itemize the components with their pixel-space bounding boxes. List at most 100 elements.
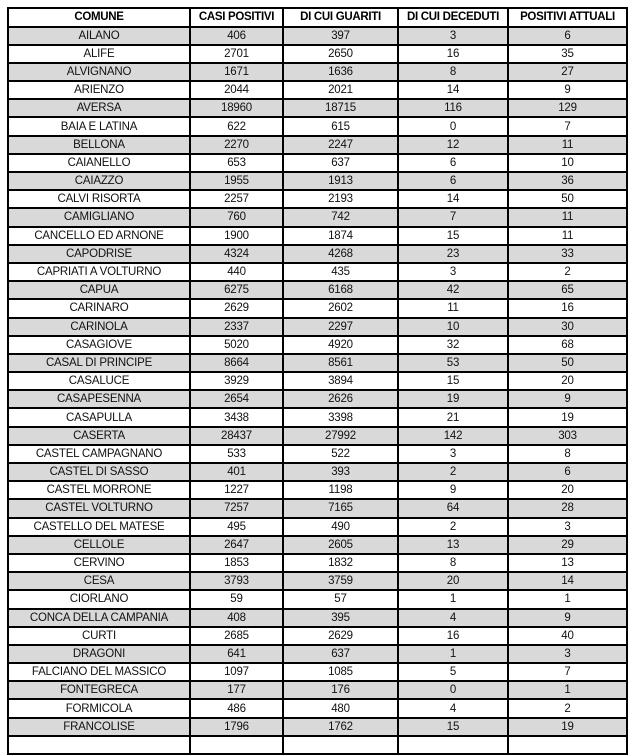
comune-cell: CASTELLO DEL MATESE bbox=[7, 516, 191, 537]
value-cell-di-cui-guariti: 2021 bbox=[282, 80, 399, 101]
value-cell-di-cui-deceduti: 6 bbox=[397, 152, 509, 174]
value-cell-positivi-attuali: 9 bbox=[507, 607, 628, 628]
value-cell-positivi-attuali: 50 bbox=[507, 352, 628, 374]
comune-cell: CARINOLA bbox=[7, 316, 191, 337]
value-cell-positivi-attuali: 36 bbox=[507, 170, 628, 192]
value-cell-di-cui-guariti: 393 bbox=[282, 461, 399, 483]
value-cell-positivi-attuali: 303 bbox=[507, 425, 628, 446]
value-cell-di-cui-deceduti: 11 bbox=[397, 298, 509, 319]
value-cell-casi-positivi: 2337 bbox=[189, 316, 284, 337]
table-row: CAPODRISE 4324 4268 23 33 bbox=[7, 243, 628, 264]
value-cell-casi-positivi: 406 bbox=[189, 25, 284, 46]
value-cell-casi-positivi: 2044 bbox=[189, 80, 284, 101]
value-cell-di-cui-guariti: 3894 bbox=[282, 371, 399, 392]
value-cell-positivi-attuali: 129 bbox=[507, 98, 628, 119]
value-cell-casi-positivi: 1900 bbox=[189, 225, 284, 246]
table-row: CAIANELLO 653 637 6 10 bbox=[7, 152, 628, 174]
table-row: CASTEL MORRONE 1227 1198 9 20 bbox=[7, 480, 628, 501]
value-cell-di-cui-guariti: 1832 bbox=[282, 552, 399, 574]
value-cell-di-cui-guariti: 176 bbox=[282, 680, 399, 701]
value-cell-di-cui-deceduti: 2 bbox=[397, 516, 509, 537]
partial-row bbox=[7, 734, 628, 755]
value-cell-di-cui-guariti: 57 bbox=[282, 589, 399, 610]
column-header-casi-positivi: CASI POSITIVI bbox=[189, 7, 284, 28]
value-cell-casi-positivi: 28437 bbox=[189, 425, 284, 446]
comune-cell: CAIAZZO bbox=[7, 170, 191, 192]
value-cell-positivi-attuali: 20 bbox=[507, 371, 628, 392]
value-cell-casi-positivi: 18960 bbox=[189, 98, 284, 119]
value-cell-di-cui-deceduti: 142 bbox=[397, 425, 509, 446]
value-cell-casi-positivi: 622 bbox=[189, 116, 284, 137]
value-cell-positivi-attuali: 19 bbox=[507, 716, 628, 737]
value-cell-casi-positivi: 4324 bbox=[189, 243, 284, 264]
table-row: CASAL DI PRINCIPE 8664 8561 53 50 bbox=[7, 352, 628, 374]
comune-cell: CASAPESENNA bbox=[7, 389, 191, 410]
table-row: CAMIGLIANO 760 742 7 11 bbox=[7, 207, 628, 228]
value-cell-positivi-attuali: 9 bbox=[507, 389, 628, 410]
column-header-comune: COMUNE bbox=[7, 7, 191, 28]
value-cell-positivi-attuali: 27 bbox=[507, 61, 628, 83]
value-cell-di-cui-deceduti: 9 bbox=[397, 480, 509, 501]
value-cell-casi-positivi: 760 bbox=[189, 207, 284, 228]
value-cell-di-cui-guariti: 2605 bbox=[282, 534, 399, 555]
value-cell-positivi-attuali: 6 bbox=[507, 25, 628, 46]
value-cell-di-cui-deceduti: 8 bbox=[397, 61, 509, 83]
comune-cell: CASTEL MORRONE bbox=[7, 480, 191, 501]
comune-cell: CARINARO bbox=[7, 298, 191, 319]
value-cell-di-cui-deceduti: 15 bbox=[397, 225, 509, 246]
value-cell-casi-positivi: 495 bbox=[189, 516, 284, 537]
value-cell-casi-positivi: 7257 bbox=[189, 498, 284, 519]
table-row: CESA 3793 3759 20 14 bbox=[7, 571, 628, 592]
table-row: CURTI 2685 2629 16 40 bbox=[7, 625, 628, 646]
comune-cell: CASTEL DI SASSO bbox=[7, 461, 191, 483]
value-cell-di-cui-deceduti: 5 bbox=[397, 662, 509, 683]
value-cell-positivi-attuali: 9 bbox=[507, 80, 628, 101]
table-row: CAPUA 6275 6168 42 65 bbox=[7, 280, 628, 301]
value-cell-di-cui-deceduti: 15 bbox=[397, 716, 509, 737]
table-row: FORMICOLA 486 480 4 2 bbox=[7, 698, 628, 719]
value-cell-di-cui-deceduti: 16 bbox=[397, 43, 509, 64]
value-cell-casi-positivi: 2685 bbox=[189, 625, 284, 646]
comune-cell: CASAL DI PRINCIPE bbox=[7, 352, 191, 374]
value-cell-positivi-attuali: 8 bbox=[507, 443, 628, 465]
value-cell-di-cui-deceduti: 116 bbox=[397, 98, 509, 119]
comune-cell: CESA bbox=[7, 571, 191, 592]
value-cell-casi-positivi: 5020 bbox=[189, 334, 284, 355]
value-cell-di-cui-deceduti: 2 bbox=[397, 461, 509, 483]
value-cell-positivi-attuali: 20 bbox=[507, 480, 628, 501]
value-cell-casi-positivi: 653 bbox=[189, 152, 284, 174]
table-row: CASTEL CAMPAGNANO 533 522 3 8 bbox=[7, 443, 628, 465]
value-cell-di-cui-deceduti: 3 bbox=[397, 261, 509, 283]
value-cell-positivi-attuali: 2 bbox=[507, 698, 628, 719]
comune-cell: CAIANELLO bbox=[7, 152, 191, 174]
value-cell-di-cui-deceduti: 3 bbox=[397, 443, 509, 465]
value-cell-di-cui-guariti: 6168 bbox=[282, 280, 399, 301]
comune-cell: AILANO bbox=[7, 25, 191, 46]
value-cell-di-cui-deceduti: 10 bbox=[397, 316, 509, 337]
value-cell-positivi-attuali: 11 bbox=[507, 225, 628, 246]
value-cell-positivi-attuali: 3 bbox=[507, 643, 628, 665]
value-cell-positivi-attuali: 1 bbox=[507, 589, 628, 610]
value-cell-di-cui-deceduti: 0 bbox=[397, 680, 509, 701]
value-cell-positivi-attuali: 14 bbox=[507, 571, 628, 592]
value-cell-positivi-attuali: 28 bbox=[507, 498, 628, 519]
comune-cell: DRAGONI bbox=[7, 643, 191, 665]
comune-cell: CAPUA bbox=[7, 280, 191, 301]
column-header-di-cui-deceduti: DI CUI DECEDUTI bbox=[397, 7, 509, 28]
value-cell-positivi-attuali: 7 bbox=[507, 116, 628, 137]
table-row: CARINOLA 2337 2297 10 30 bbox=[7, 316, 628, 337]
comune-cell: ALIFE bbox=[7, 43, 191, 64]
table-row: ALIFE 2701 2650 16 35 bbox=[7, 43, 628, 64]
comune-cell: CASERTA bbox=[7, 425, 191, 446]
value-cell-casi-positivi: 3793 bbox=[189, 571, 284, 592]
value-cell-casi-positivi: 1227 bbox=[189, 480, 284, 501]
comune-cell: FORMICOLA bbox=[7, 698, 191, 719]
column-header-positivi-attuali: POSITIVI ATTUALI bbox=[507, 7, 628, 28]
value-cell-di-cui-guariti: 18715 bbox=[282, 98, 399, 119]
table-row: CASTELLO DEL MATESE 495 490 2 3 bbox=[7, 516, 628, 537]
value-cell-di-cui-guariti: 2626 bbox=[282, 389, 399, 410]
comune-cell: CONCA DELLA CAMPANIA bbox=[7, 607, 191, 628]
comune-cell: CAPODRISE bbox=[7, 243, 191, 264]
value-cell-di-cui-guariti: 2247 bbox=[282, 134, 399, 155]
value-cell-casi-positivi: 1097 bbox=[189, 662, 284, 683]
